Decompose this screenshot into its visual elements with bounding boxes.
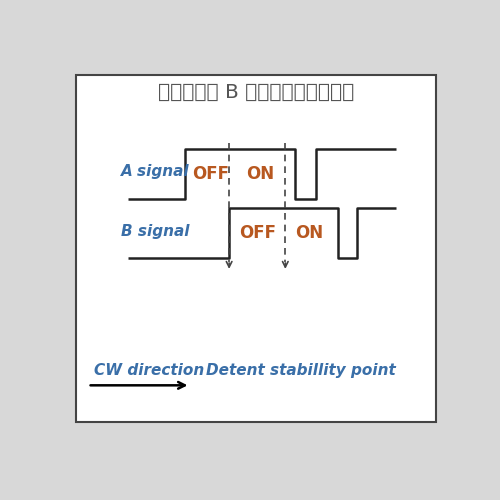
Text: ON: ON <box>246 164 274 182</box>
Text: A signal: A signal <box>120 164 189 179</box>
Text: 无法做出让 B 相的按动稳定的规定: 无法做出让 B 相的按动稳定的规定 <box>158 83 354 102</box>
FancyBboxPatch shape <box>76 76 436 422</box>
Text: Detent stabillity point: Detent stabillity point <box>206 363 396 378</box>
Text: CW direction: CW direction <box>94 363 204 378</box>
Text: ON: ON <box>296 224 324 242</box>
Text: OFF: OFF <box>192 164 229 182</box>
Text: OFF: OFF <box>238 224 276 242</box>
Text: B signal: B signal <box>120 224 189 239</box>
